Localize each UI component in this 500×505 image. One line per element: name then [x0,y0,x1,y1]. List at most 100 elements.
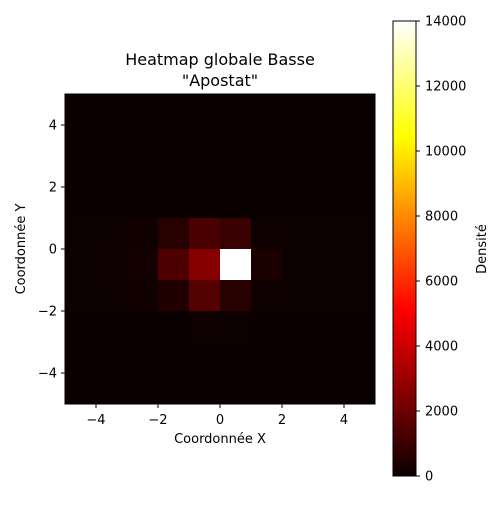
heatmap-cell [282,280,314,312]
heatmap-cell [65,249,97,281]
heatmap-cell [344,280,376,312]
heatmap-cell [251,187,283,219]
heatmap-cell [344,249,376,281]
y-axis-ticks: 4 2 0 −2 −4 [38,119,65,382]
heatmap-cell [189,311,221,343]
heatmap-cell [127,156,159,188]
heatmap-cell [65,187,97,219]
heatmap-cell [344,342,376,374]
heatmap-cell [282,373,314,405]
heatmap-cell [313,218,345,250]
heatmap-cell [220,311,252,343]
heatmap-cell [96,249,128,281]
heatmap-cell [344,125,376,157]
heatmap-cell [220,94,252,126]
heatmap-cell [220,218,252,250]
heatmap-cell [158,249,190,281]
heatmap-cell [344,94,376,126]
heatmap-cell [313,249,345,281]
heatmap-cell [220,373,252,405]
heatmap-cell [127,187,159,219]
heatmap-cell [127,94,159,126]
heatmap-cell [158,342,190,374]
heatmap-cell [158,218,190,250]
heatmap-cell [65,373,97,405]
heatmap-cell [344,373,376,405]
colorbar-tick-label: 0 [425,470,433,485]
heatmap-cell [313,156,345,188]
heatmap-cell [65,125,97,157]
heatmap-cell [127,125,159,157]
colorbar [392,20,417,477]
x-axis-ticks: −4 −2 0 2 4 [86,404,348,428]
colorbar-tick-label: 10000 [425,145,466,160]
heatmap-cell [220,249,252,281]
x-tick-label: 0 [216,413,224,428]
heatmap-cell [282,342,314,374]
x-tick-label: 4 [340,413,348,428]
heatmap-cell [282,187,314,219]
heatmap-cell [96,156,128,188]
heatmap-cell [282,156,314,188]
x-tick-label: −2 [148,413,167,428]
heatmap-cell [251,342,283,374]
heatmap-cell [189,187,221,219]
y-tick-label: −2 [38,305,57,320]
heatmap-cell [189,342,221,374]
heatmap-cell [251,94,283,126]
heatmap-cell [189,373,221,405]
heatmap-cell [158,187,190,219]
heatmap-cell [251,311,283,343]
heatmap-cell [65,342,97,374]
heatmap-cell [220,280,252,312]
heatmap-cell [189,280,221,312]
heatmap-cell [189,249,221,281]
heatmap-cell [251,373,283,405]
heatmap-cell [96,125,128,157]
colorbar-tick-label: 4000 [425,340,458,355]
x-tick-label: 2 [278,413,286,428]
heatmap-cell [189,218,221,250]
x-axis-label: Coordonnée X [174,432,266,447]
heatmap-cell [344,187,376,219]
heatmap-grid [65,94,376,405]
heatmap-cell [220,125,252,157]
heatmap-cell [127,342,159,374]
heatmap-cell [127,218,159,250]
heatmap-cell [96,94,128,126]
heatmap-cell [96,187,128,219]
heatmap-cell [282,94,314,126]
heatmap-cell [127,280,159,312]
heatmap-cell [344,311,376,343]
heatmap-cell [313,125,345,157]
heatmap-cell [313,342,345,374]
heatmap-cell [158,373,190,405]
colorbar-tick-label: 2000 [425,405,458,420]
heatmap-cell [220,342,252,374]
heatmap-cell [189,94,221,126]
heatmap-cell [96,218,128,250]
heatmap-cell [313,373,345,405]
heatmap-cell [96,373,128,405]
heatmap-cell [344,156,376,188]
heatmap-cell [282,249,314,281]
heatmap-cell [220,156,252,188]
chart-title-line-2: "Apostat" [182,71,258,90]
heatmap-cell [282,311,314,343]
heatmap-cell [158,311,190,343]
heatmap-cell [282,218,314,250]
y-tick-label: 2 [49,181,57,196]
heatmap-cell [282,125,314,157]
heatmap-cell [313,187,345,219]
x-tick-label: −4 [86,413,105,428]
y-tick-label: 0 [49,243,57,258]
heatmap-cell [65,311,97,343]
heatmap-cell [189,125,221,157]
colorbar-tick-label: 12000 [425,80,466,95]
heatmap-cell [65,156,97,188]
heatmap-cell [96,280,128,312]
chart-title-line-1: Heatmap globale Basse [125,50,315,69]
heatmap-cell [313,94,345,126]
